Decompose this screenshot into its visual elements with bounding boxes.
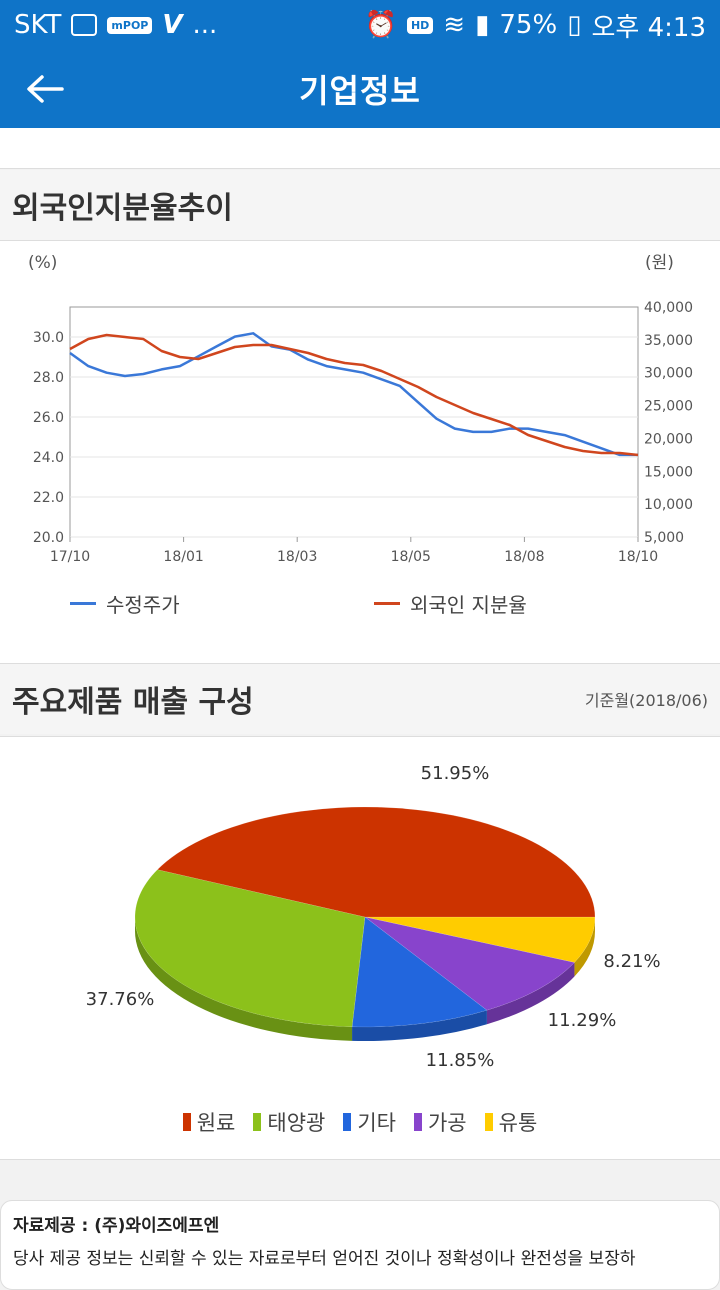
disclaimer-text: 당사 제공 정보는 신뢰할 수 있는 자료로부터 얻어진 것이나 정확성이나 완…	[13, 1249, 636, 1269]
legend-label: 수정주가	[106, 593, 180, 617]
pie-data-label: 51.95%	[421, 763, 490, 784]
pie-slice-side	[352, 1010, 487, 1041]
app-bar: 기업정보	[0, 50, 720, 128]
gallery-icon	[71, 14, 98, 36]
clock: 오후 4:13	[591, 12, 707, 43]
y-right-tick-label: 5,000	[644, 530, 684, 546]
foreign-ownership-chart: (%) (원) 30.0 28.0 26.0 24.0 22.0 20.0 40,000 35,0…	[28, 253, 693, 565]
pie-slice	[364, 916, 596, 963]
legend-swatch	[374, 602, 400, 605]
sales-composition-pie: 51.95% 37.76% 11.85% 11.29% 8.21%	[86, 763, 661, 1071]
pie-slice-side	[486, 962, 575, 1025]
carrier-label: SKT	[14, 10, 62, 40]
section-title: 주요제품 매출 구성	[12, 685, 254, 720]
hd-voice-icon: HD	[406, 16, 434, 34]
foreign-ownership-chart-card: (%) (원) 30.0 28.0 26.0 24.0 22.0 20.0 40,000 35,0…	[0, 240, 720, 664]
mpop-icon: mPOP	[107, 16, 153, 34]
back-button[interactable]	[22, 66, 68, 112]
y-left-tick-label: 26.0	[33, 410, 64, 426]
y-left-tick-label: 30.0	[33, 330, 64, 346]
pie-slice	[351, 916, 488, 1028]
back-arrow-icon	[27, 75, 64, 103]
section-title: 외국인지분율추이	[12, 191, 233, 226]
y-right-tick-label: 30,000	[644, 366, 693, 382]
y-left-unit: (%)	[28, 253, 57, 273]
legend-swatch	[484, 1113, 493, 1131]
legend-item-foreign-ratio: 외국인 지분율	[374, 589, 527, 618]
sales-composition-chart-card: 51.95% 37.76% 11.85% 11.29% 8.21% 원료 태양광 기타 가공 유…	[0, 736, 720, 1160]
pie-legend-item: 기타	[343, 1107, 396, 1137]
legend-label: 기타	[357, 1111, 396, 1135]
battery-icon: ▯	[567, 10, 582, 40]
provider-label: 자료제공 : (주)와이즈에프엔	[13, 1216, 220, 1236]
legend-item-price: 수정주가	[70, 589, 180, 618]
y-right-tick-label: 35,000	[644, 333, 693, 349]
legend-swatch	[253, 1113, 262, 1131]
signal-icon: ▮	[475, 10, 490, 40]
y-left-tick-label: 28.0	[33, 370, 64, 386]
section-foreign-ownership-header: 외국인지분율추이	[0, 170, 720, 240]
plot-area	[69, 306, 639, 538]
y-right-tick-label: 25,000	[644, 399, 693, 415]
pie-data-label: 8.21%	[603, 951, 660, 972]
y-left-tick-label: 22.0	[33, 490, 64, 506]
pie-legend: 원료 태양광 기타 가공 유통	[0, 1107, 720, 1137]
y-left-tick-label: 24.0	[33, 450, 64, 466]
top-strip	[0, 128, 720, 169]
pie-legend-item: 태양광	[253, 1107, 325, 1137]
legend-background	[60, 589, 682, 619]
y-right-tick-label: 10,000	[644, 497, 693, 513]
pie-legend-item: 유통	[484, 1107, 538, 1137]
base-month-label: 기준월(2018/06)	[584, 691, 708, 710]
pie-data-label: 11.29%	[548, 1010, 617, 1031]
x-tick-label: 18/03	[277, 549, 317, 565]
legend-swatch	[182, 1113, 191, 1131]
series-line	[69, 333, 639, 457]
y-left-tick-label: 20.0	[33, 530, 64, 546]
pie-slice	[364, 916, 575, 1011]
alarm-icon: ⏰	[364, 10, 397, 40]
y-right-tick-label: 15,000	[644, 464, 693, 480]
data-provider-notice: 자료제공 : (주)와이즈에프엔 당사 제공 정보는 신뢰할 수 있는 자료로부…	[0, 1200, 720, 1290]
pie-slice	[134, 869, 366, 1028]
y-right-tick-label: 20,000	[644, 431, 693, 447]
x-tick-label: 18/05	[391, 549, 431, 565]
y-right-tick-label: 40,000	[644, 300, 693, 316]
legend-swatch	[413, 1113, 422, 1131]
legend-label: 가공	[427, 1111, 467, 1135]
legend-swatch	[343, 1113, 352, 1131]
battery-percent: 75%	[499, 10, 558, 40]
x-tick-label: 18/01	[163, 549, 203, 565]
legend-swatch	[70, 602, 96, 605]
series-line	[69, 332, 638, 457]
pie-legend-item: 원료	[182, 1107, 236, 1137]
pie-data-label: 11.85%	[426, 1050, 495, 1071]
pie-data-label: 37.76%	[86, 989, 155, 1010]
y-right-unit: (원)	[645, 253, 674, 273]
status-bar: SKT mPOP V ... ⏰ HD ≋ ▮ 75% ▯ 오후 4:13	[0, 0, 720, 50]
x-tick-label: 18/10	[618, 549, 658, 565]
section-sales-composition-header: 주요제품 매출 구성 기준월(2018/06)	[0, 664, 720, 734]
pie-legend-item: 가공	[413, 1107, 467, 1137]
legend-label: 태양광	[267, 1111, 326, 1135]
v-icon: V	[162, 10, 183, 40]
legend-label: 유통	[498, 1111, 538, 1135]
pie-slice-side	[574, 917, 595, 977]
legend-label: 원료	[196, 1111, 236, 1135]
more-notifications: ...	[192, 10, 218, 40]
pie-slice-side	[135, 917, 353, 1041]
x-tick-label: 17/10	[50, 549, 90, 565]
legend-label: 외국인 지분율	[410, 593, 527, 617]
wifi-icon: ≋	[443, 10, 466, 40]
page-title: 기업정보	[299, 72, 421, 110]
x-tick-label: 18/08	[504, 549, 544, 565]
pie-slice	[156, 806, 596, 918]
